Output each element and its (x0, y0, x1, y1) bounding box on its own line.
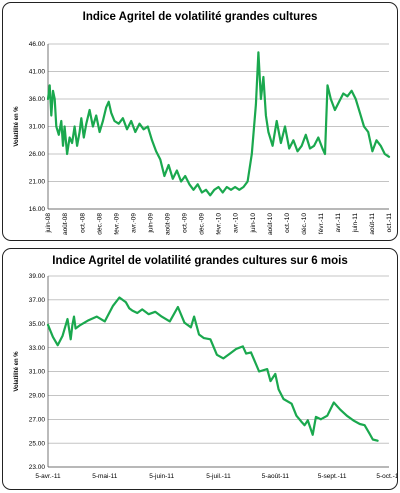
x-tick-label: oct.-09 (182, 213, 189, 233)
x-tick-label: déc.-09 (199, 213, 206, 235)
x-tick-label: févr.-11 (318, 213, 325, 235)
x-tick-label: avr.-11 (335, 213, 342, 233)
y-axis-label: Volatilité en % (14, 351, 20, 392)
x-tick-label: 5-juin-11 (149, 473, 174, 480)
x-tick-label: juin-11 (352, 213, 359, 233)
chart-panel-2: Indice Agritel de volatilité grandes cul… (2, 248, 398, 490)
x-tick-label: 5-août-11 (262, 473, 290, 480)
y-tick-label: 23.00 (29, 464, 46, 471)
x-tick-label: avr.-10 (233, 213, 240, 233)
y-tick-label: 31.00 (29, 369, 46, 376)
x-tick-label: déc.-10 (301, 213, 308, 235)
y-tick-label: 26.00 (29, 151, 46, 158)
chart-title: Indice Agritel de volatilité grandes cul… (82, 11, 318, 23)
y-tick-label: 16.00 (29, 206, 46, 213)
x-tick-label: 5-mai-11 (92, 473, 118, 480)
x-tick-label: 5-oct.-11 (376, 473, 398, 480)
y-tick-label: 41.00 (29, 69, 46, 76)
x-tick-label: juin-10 (250, 213, 257, 234)
x-tick-label: 5-sept.-11 (318, 473, 347, 480)
line-chart-1: 16.00 21.00 26.00 31.00 36.00 41.00 46.00 juin-… (14, 41, 393, 235)
y-tick-label: 29.00 (29, 393, 46, 400)
y-tick-label: 25.00 (29, 440, 46, 447)
series-line (46, 296, 379, 442)
x-tick-label: févr.-09 (113, 213, 120, 235)
x-tick-label: août-09 (165, 213, 172, 235)
y-tick-label: 33.00 (29, 345, 46, 352)
x-tick-label: 5-juil.-11 (206, 473, 231, 480)
x-tick-label: avr.-09 (130, 213, 137, 233)
x-tick-label: oct.-11 (386, 213, 393, 233)
y-tick-label: 36.00 (29, 96, 46, 103)
x-tick-label: juin-08 (45, 213, 52, 234)
x-tick-label: 5-avr.-11 (35, 473, 61, 480)
y-tick-label: 31.00 (29, 124, 46, 131)
x-tick-label: août-08 (62, 213, 69, 235)
x-tick-label: févr.-10 (216, 213, 223, 235)
chart-title: Indice Agritel de volatilité grandes cul… (52, 255, 348, 267)
x-tick-label: déc.-08 (96, 213, 103, 235)
x-tick-label: oct.-10 (284, 213, 291, 233)
y-tick-label: 39.00 (29, 273, 46, 280)
y-tick-label: 27.00 (29, 416, 46, 423)
chart-panel-1: Indice Agritel de volatilité grandes cul… (2, 2, 398, 241)
y-tick-label: 21.00 (29, 179, 46, 186)
series-line (46, 51, 391, 197)
y-axis-label: Volatilité en % (14, 106, 20, 147)
x-tick-label: août-10 (267, 213, 274, 235)
x-tick-label: oct.-08 (79, 213, 86, 233)
y-tick-label: 46.00 (29, 41, 46, 48)
y-tick-label: 35.00 (29, 321, 46, 328)
y-tick-label: 37.00 (29, 297, 46, 304)
x-tick-label: juin-09 (148, 213, 155, 234)
line-chart-2: 23.00 25.00 27.00 29.00 31.00 33.00 35.00 37.00… (14, 273, 398, 480)
x-tick-label: août-11 (369, 213, 376, 235)
